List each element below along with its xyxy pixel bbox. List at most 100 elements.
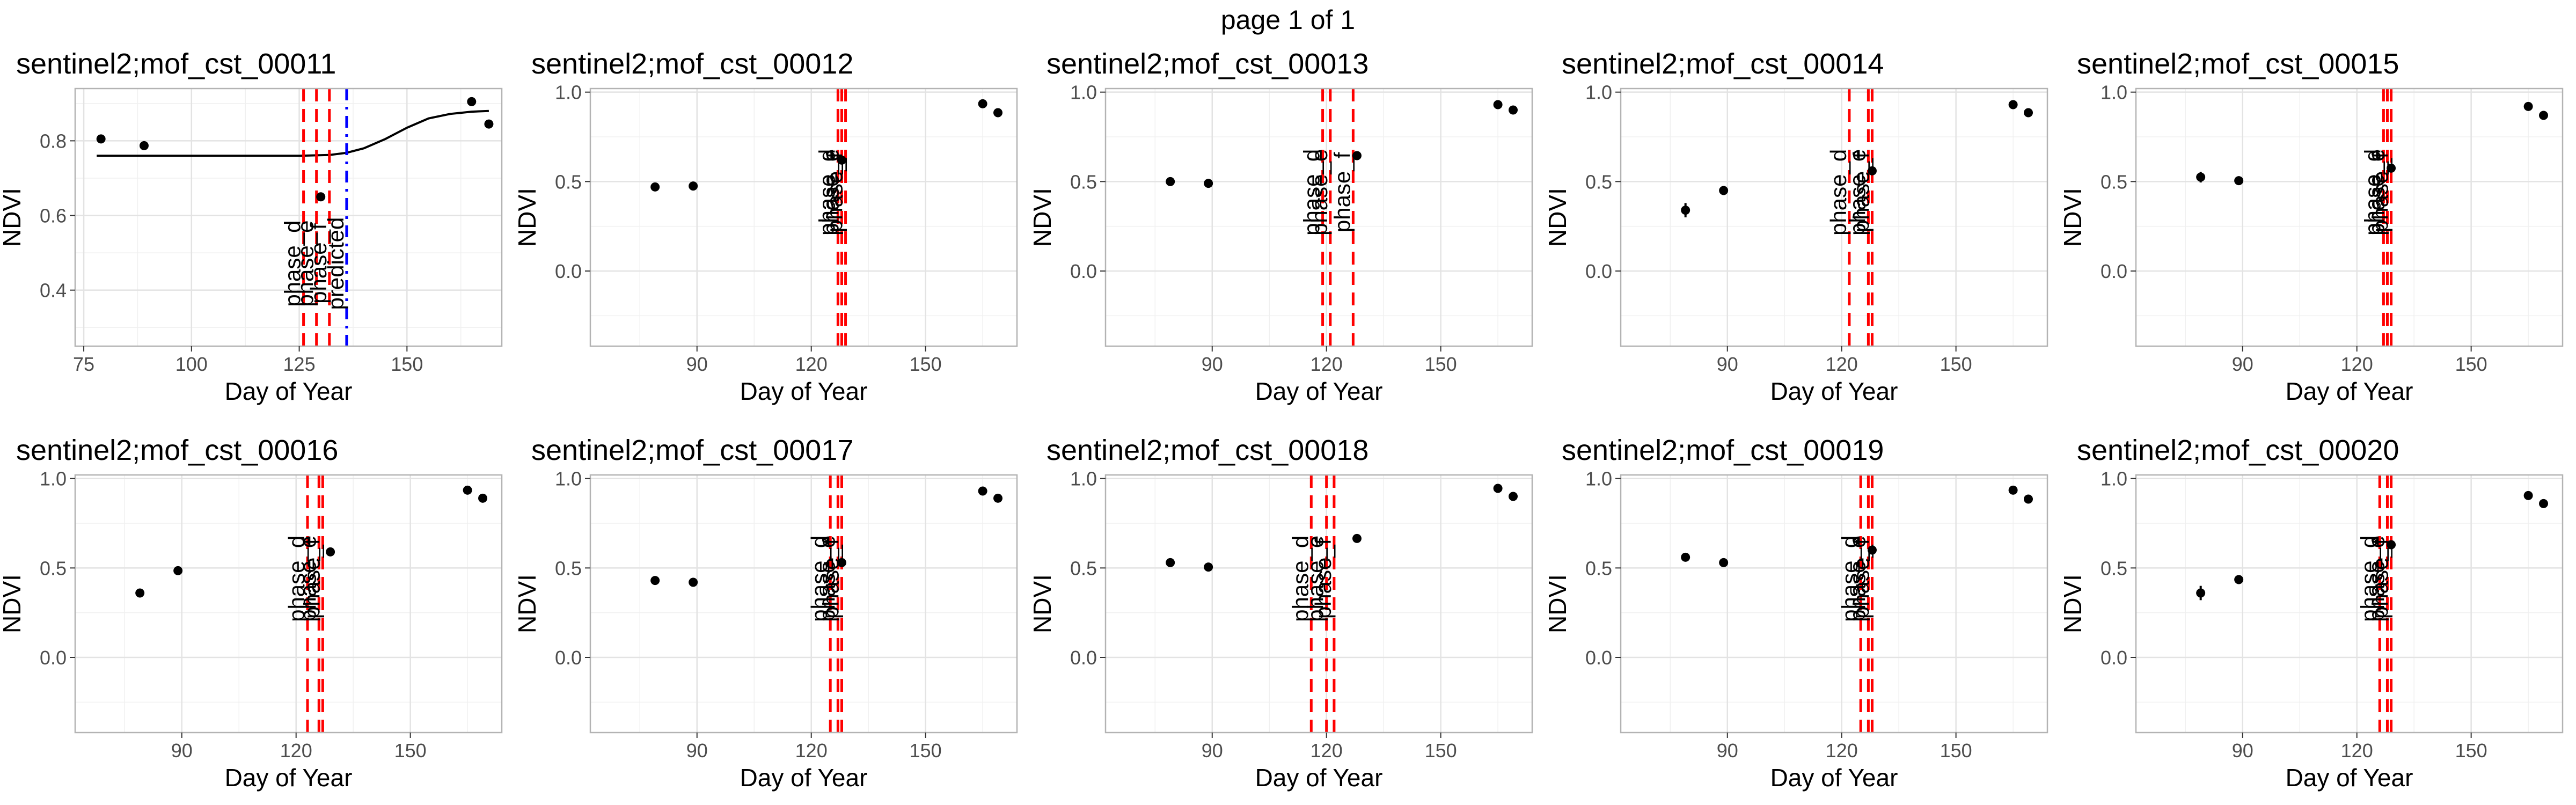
vline-label: phase_e — [1303, 536, 1328, 622]
panel-title: sentinel2;mof_cst_00019 — [1562, 434, 1884, 466]
panel-title: sentinel2;mof_cst_00020 — [2077, 434, 2399, 466]
vline-label: phase_f — [1848, 152, 1874, 232]
y-tick-label: 1.0 — [555, 468, 582, 490]
y-tick-label: 0.0 — [2101, 260, 2127, 282]
x-axis-label: Day of Year — [1770, 377, 1898, 405]
x-axis-label: Day of Year — [1255, 764, 1383, 792]
vline-label: phase_f — [299, 538, 324, 619]
plot-area — [2136, 89, 2563, 346]
data-point — [96, 134, 106, 144]
data-point — [978, 486, 987, 496]
data-point — [463, 485, 472, 495]
x-tick-label: 90 — [1202, 353, 1223, 375]
data-point — [1509, 105, 1518, 115]
data-point — [1509, 492, 1518, 501]
data-point — [1204, 179, 1213, 188]
vline-label: phase_e — [1845, 536, 1870, 622]
data-point — [2523, 491, 2533, 500]
panel-border — [2135, 474, 2564, 734]
y-tick-label: 0.5 — [2101, 171, 2127, 193]
data-point — [1204, 562, 1213, 572]
x-tick-label: 90 — [2232, 740, 2253, 762]
x-tick-label: 150 — [1940, 353, 1972, 375]
y-axis-label: NDVI — [1028, 574, 1056, 633]
data-point — [1493, 484, 1503, 493]
data-point — [689, 181, 698, 191]
x-tick-label: 120 — [795, 353, 828, 375]
data-point — [478, 493, 488, 503]
y-axis-label: NDVI — [513, 188, 541, 247]
panel-title: sentinel2;mof_cst_00014 — [1562, 48, 1884, 80]
vline-label: phase_e — [1845, 149, 1870, 236]
panel-title: sentinel2;mof_cst_00012 — [531, 48, 853, 80]
vline-label: phase_d — [2360, 149, 2385, 236]
data-point — [2387, 540, 2396, 550]
y-tick-label: 0.5 — [2101, 557, 2127, 579]
panel-border — [1620, 87, 2048, 347]
plot-area — [1621, 89, 2047, 346]
data-point — [2539, 499, 2549, 508]
data-point — [1681, 206, 1690, 215]
y-tick-label: 0.0 — [1070, 260, 1097, 282]
panel-border — [1104, 474, 1533, 734]
plot-area — [1621, 475, 2047, 733]
vline-label: predicted — [323, 217, 348, 310]
x-tick-label: 150 — [2455, 740, 2487, 762]
x-tick-label: 100 — [175, 353, 208, 375]
grid-lines — [1621, 475, 2047, 733]
y-tick-label: 1.0 — [1585, 468, 1612, 490]
grid-lines — [590, 89, 1017, 346]
panel-border — [74, 474, 503, 734]
x-axis-label: Day of Year — [2286, 377, 2413, 405]
data-point — [173, 566, 183, 575]
data-point — [1166, 558, 1175, 567]
data-point — [484, 119, 494, 129]
x-tick-label: 150 — [1940, 740, 1972, 762]
x-tick-label: 90 — [1717, 353, 1738, 375]
x-tick-label: 120 — [280, 740, 312, 762]
y-tick-label: 0.0 — [1585, 647, 1612, 669]
data-point — [326, 547, 335, 557]
y-tick-label: 0.5 — [40, 557, 67, 579]
x-tick-label: 150 — [910, 353, 942, 375]
data-point — [1352, 151, 1362, 160]
data-point — [139, 141, 149, 150]
x-tick-label: 120 — [1311, 740, 1343, 762]
panel-title: sentinel2;mof_cst_00017 — [531, 434, 853, 466]
data-point — [135, 588, 145, 598]
y-tick-label: 0.5 — [1070, 171, 1097, 193]
y-tick-label: 1.0 — [555, 82, 582, 104]
vline-label: phase_e — [2363, 536, 2389, 622]
y-tick-label: 0.5 — [1070, 557, 1097, 579]
y-tick-label: 0.0 — [555, 647, 582, 669]
facet-panel: sentinel2;mof_cst_00018 phase_dphase_epha… — [1028, 434, 1533, 792]
vline-label: phase_f — [1311, 538, 1336, 619]
data-point — [316, 192, 326, 202]
y-axis-label: NDVI — [1543, 188, 1571, 247]
data-point — [2539, 111, 2549, 120]
x-tick-label: 90 — [1202, 740, 1223, 762]
data-point — [1493, 100, 1503, 109]
data-point — [1719, 186, 1729, 195]
plot-area — [75, 475, 502, 733]
data-point — [2523, 101, 2533, 111]
y-tick-label: 1.0 — [2101, 82, 2127, 104]
vline-label: phase_e — [814, 536, 839, 622]
vline-label: phase_d — [807, 536, 832, 622]
x-tick-label: 90 — [686, 353, 708, 375]
grid-lines — [1106, 89, 1532, 346]
vline-label: phase_e — [2363, 149, 2389, 236]
panel-title: sentinel2;mof_cst_00018 — [1046, 434, 1368, 466]
fit-curve — [97, 109, 489, 157]
x-tick-label: 150 — [1425, 740, 1457, 762]
x-tick-label: 120 — [2341, 740, 2373, 762]
data-point — [837, 558, 846, 567]
data-point — [1166, 177, 1175, 186]
grid-lines — [75, 89, 502, 346]
data-point — [1867, 545, 1877, 555]
